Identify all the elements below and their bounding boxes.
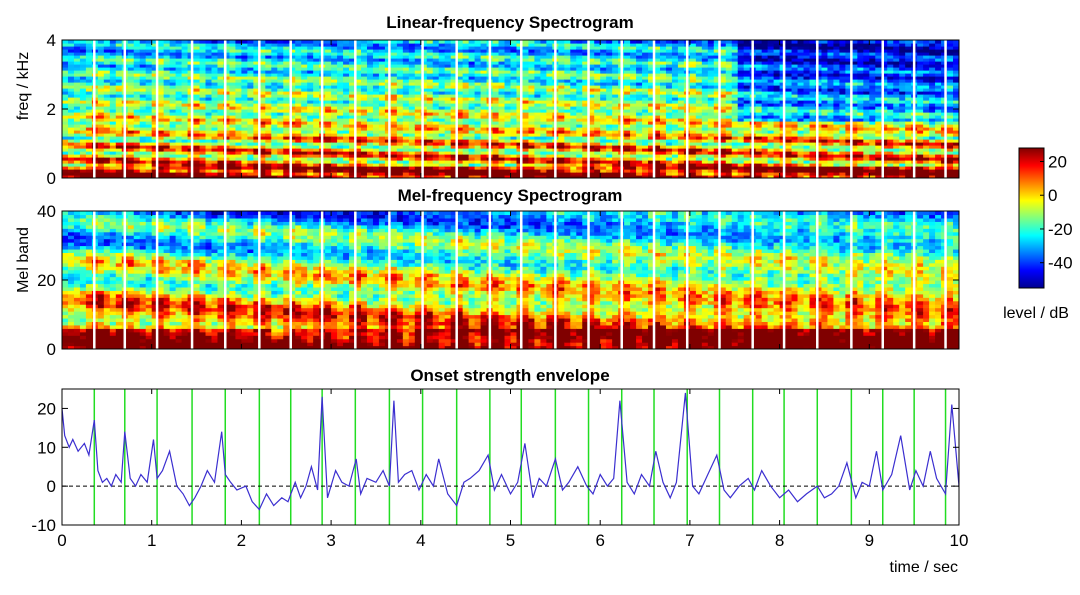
y-tick-label: 2 [47, 100, 56, 119]
spectrogram-mel-ylabel: Mel band [15, 227, 32, 293]
x-tick-label: 8 [775, 531, 784, 550]
onset-envelope-line [62, 392, 959, 511]
x-tick-label: 9 [865, 531, 874, 550]
colorbar-label: level / dB [1003, 305, 1069, 322]
y-tick-label: 20 [37, 399, 56, 418]
spectrogram-linear-y-ticks: 0 2 4 [47, 31, 959, 188]
onset-envelope-x-ticks: 0 1 2 3 4 5 6 7 8 9 10 [57, 40, 968, 550]
x-tick-label: 3 [326, 531, 335, 550]
colorbar-tick-label: 0 [1048, 186, 1057, 205]
x-tick-label: 2 [237, 531, 246, 550]
y-tick-label: 0 [47, 169, 56, 188]
y-tick-label: 4 [47, 31, 56, 50]
x-tick-label: 1 [147, 531, 156, 550]
spectrogram-mel-heatmap [62, 211, 959, 349]
spectrogram-linear-ylabel: freq / kHz [15, 52, 32, 120]
spectrogram-mel-y-ticks: 0 20 40 [37, 202, 959, 359]
x-tick-label: 10 [950, 531, 969, 550]
y-tick-label: 0 [47, 477, 56, 496]
spectrogram-linear-heatmap [62, 40, 959, 178]
colorbar [1018, 147, 1045, 289]
y-tick-label: 20 [37, 271, 56, 290]
colorbar-tick-label: 20 [1048, 152, 1067, 171]
y-tick-label: 0 [47, 340, 56, 359]
x-tick-label: 7 [685, 531, 694, 550]
onset-envelope-xlabel: time / sec [890, 559, 958, 576]
onset-envelope-y-ticks: -10 0 10 20 [31, 399, 959, 535]
colorbar-tick-label: -20 [1048, 220, 1073, 239]
spectrogram-mel-title: Mel-frequency Spectrogram [398, 186, 623, 205]
spectrogram-mel-beat-markers [93, 211, 947, 349]
spectrogram-linear-title: Linear-frequency Spectrogram [386, 13, 634, 32]
y-tick-label: -10 [31, 516, 56, 535]
y-tick-label: 40 [37, 202, 56, 221]
x-tick-label: 4 [416, 531, 425, 550]
onset-envelope-beat-markers [93, 389, 947, 525]
x-tick-label: 5 [506, 531, 515, 550]
onset-series-line [62, 392, 959, 511]
spectrogram-linear-beat-markers [93, 40, 947, 178]
colorbar-tick-label: -40 [1048, 254, 1073, 273]
y-tick-label: 10 [37, 438, 56, 457]
x-tick-label: 6 [595, 531, 604, 550]
onset-envelope-title: Onset strength envelope [410, 366, 609, 385]
x-tick-label: 0 [57, 531, 66, 550]
onset-envelope-frame [61, 388, 960, 526]
colorbar-ticks: 20 0 -20 -40 [1040, 152, 1073, 273]
